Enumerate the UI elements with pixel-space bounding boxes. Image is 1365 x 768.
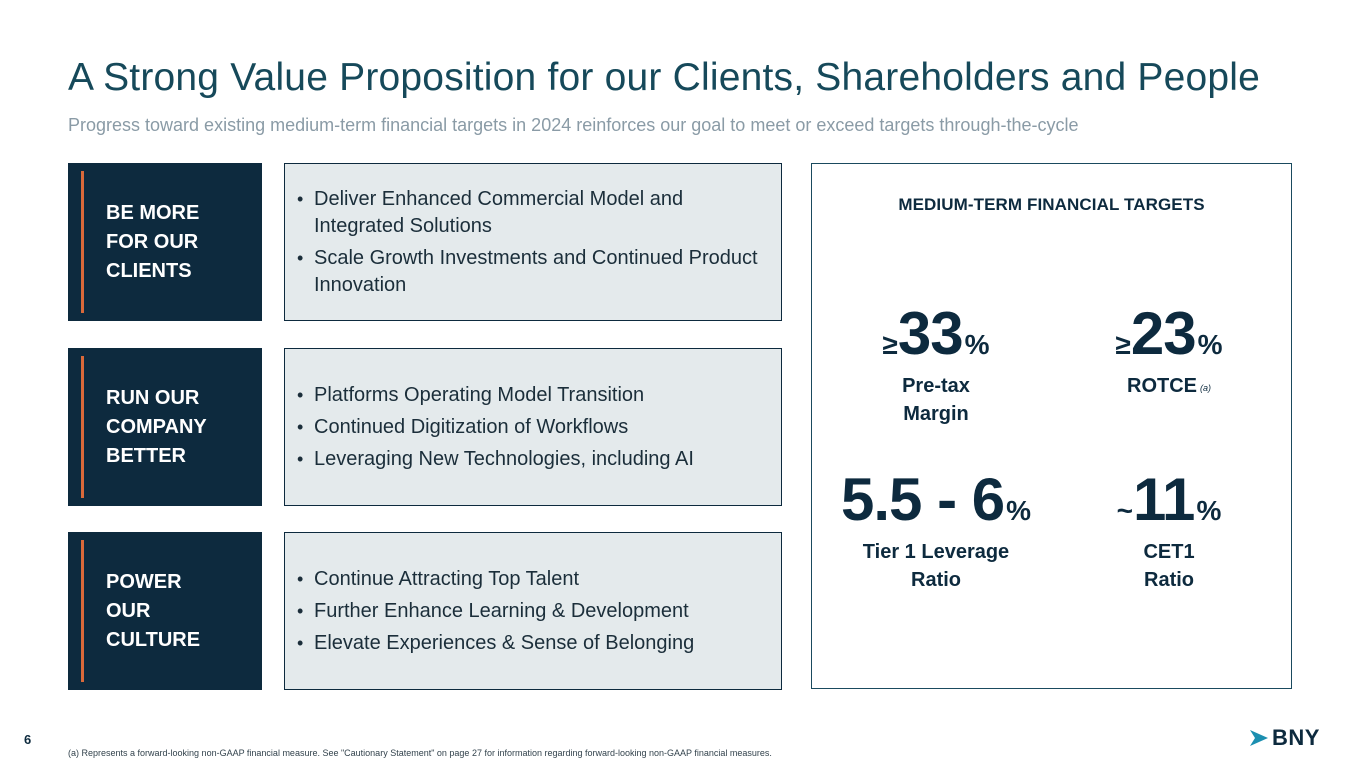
slide-title: A Strong Value Proposition for our Clien…	[68, 56, 1261, 99]
logo-chevron-icon	[1250, 730, 1268, 746]
bullet-item: Scale Growth Investments and Continued P…	[297, 245, 769, 299]
pillar-company-points: Platforms Operating Model Transition Con…	[284, 348, 782, 506]
bullet-item: Elevate Experiences & Sense of Belonging	[297, 630, 769, 657]
metric-prefix: ≥	[1115, 329, 1131, 360]
pillar-clients: BE MORE FOR OUR CLIENTS	[68, 163, 262, 321]
metric-value: ≥33%	[821, 304, 1051, 364]
targets-heading: MEDIUM-TERM FINANCIAL TARGETS	[898, 195, 1205, 214]
metric-suffix: %	[1006, 495, 1031, 526]
slide-subtitle: Progress toward existing medium-term fin…	[68, 115, 1079, 135]
metric-label: Pre-tax Margin	[902, 375, 970, 425]
metric-label: CET1 Ratio	[1143, 541, 1195, 591]
metric-pretax-margin: ≥33% Pre-tax Margin	[821, 304, 1051, 428]
metric-value: ≥23%	[1054, 304, 1284, 364]
metric-number: 23	[1130, 300, 1197, 367]
metric-suffix: %	[1197, 329, 1223, 360]
bullet-item: Platforms Operating Model Transition	[297, 382, 769, 409]
metric-tier1-leverage: 5.5 - 6% Tier 1 Leverage Ratio	[821, 470, 1051, 594]
bullet-item: Further Enhance Learning & Development	[297, 598, 769, 625]
accent-bar	[81, 171, 84, 313]
accent-bar	[81, 356, 84, 498]
metric-number: 11	[1133, 466, 1195, 533]
metric-suffix: %	[964, 329, 990, 360]
metric-cet1: ~11% CET1 Ratio	[1054, 470, 1284, 594]
metric-suffix: %	[1196, 495, 1222, 526]
metric-prefix: ~	[1116, 495, 1133, 526]
metric-label: Tier 1 Leverage Ratio	[862, 541, 1010, 591]
metric-rotce: ≥23% ROTCE (a)	[1054, 304, 1284, 400]
bny-logo: BNY	[1250, 727, 1320, 749]
pillar-culture: POWER OUR CULTURE	[68, 532, 262, 690]
pillar-label: RUN OUR COMPANY BETTER	[106, 386, 207, 467]
pillar-label: BE MORE FOR OUR CLIENTS	[106, 201, 200, 282]
bullet-item: Continued Digitization of Workflows	[297, 414, 769, 441]
bullet-item: Leveraging New Technologies, including A…	[297, 446, 769, 473]
bullet-item: Deliver Enhanced Commercial Model and In…	[297, 186, 769, 240]
logo-wordmark: BNY	[1272, 725, 1320, 750]
pillar-company: RUN OUR COMPANY BETTER	[68, 348, 262, 506]
accent-bar	[81, 540, 84, 682]
pillar-culture-points: Continue Attracting Top Talent Further E…	[284, 532, 782, 690]
bullet-item: Continue Attracting Top Talent	[297, 566, 769, 593]
metric-value: 5.5 - 6%	[821, 470, 1051, 530]
metric-label: ROTCE	[1127, 375, 1197, 397]
metric-label-wrap: ROTCE (a)	[1054, 372, 1284, 400]
metric-prefix: ≥	[882, 329, 898, 360]
pillar-label: POWER OUR CULTURE	[106, 570, 201, 651]
footnote-marker: (a)	[1200, 383, 1211, 393]
footnote: (a) Represents a forward-looking non-GAA…	[68, 748, 772, 758]
pillar-clients-points: Deliver Enhanced Commercial Model and In…	[284, 163, 782, 321]
metric-number: 5.5 - 6	[840, 466, 1005, 533]
metric-number: 33	[897, 300, 964, 367]
page-number: 6	[24, 732, 32, 747]
metric-value: ~11%	[1054, 470, 1284, 530]
financial-targets-panel: MEDIUM-TERM FINANCIAL TARGETS ≥33% Pre-t…	[811, 163, 1292, 689]
